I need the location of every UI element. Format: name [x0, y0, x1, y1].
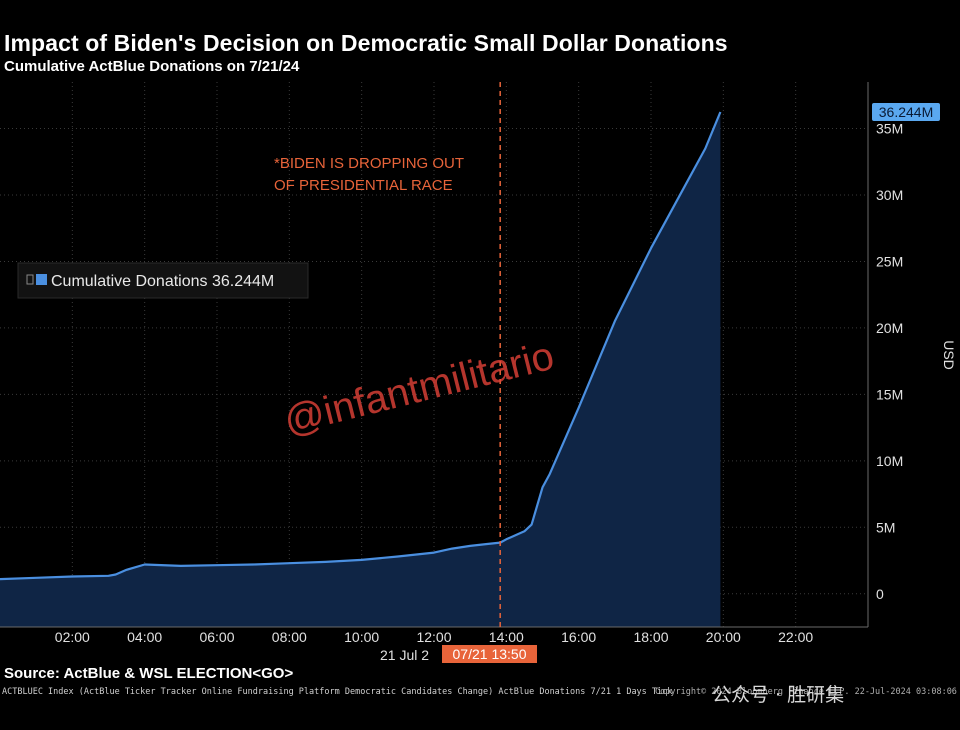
annotation-text: OF PRESIDENTIAL RACE — [274, 177, 453, 194]
legend-swatch — [36, 274, 47, 285]
x-tick-label: 22:00 — [778, 629, 813, 645]
copyright-text: Copyright© 2024 Bloomberg Finance L.P. 2… — [655, 687, 957, 697]
y-tick-label: 30M — [876, 187, 903, 203]
series-line — [0, 111, 722, 581]
x-tick-label: 02:00 — [55, 629, 90, 645]
annotation-text: *BIDEN IS DROPPING OUT — [274, 155, 464, 172]
y-tick-label: 10M — [876, 453, 903, 469]
chart-title: Impact of Biden's Decision on Democratic… — [4, 30, 728, 56]
y-axis-label: USD — [941, 340, 957, 370]
x-tick-label: 08:00 — [272, 629, 307, 645]
y-tick-label: 5M — [876, 519, 895, 535]
y-tick-label: 25M — [876, 253, 903, 269]
x-tick-label: 14:00 — [489, 629, 524, 645]
footer-text: ACTBLUEC Index (ActBlue Ticker Tracker O… — [2, 687, 673, 697]
x-tick-label: 18:00 — [633, 629, 668, 645]
x-tick-label: 16:00 — [561, 629, 596, 645]
x-tick-label: 12:00 — [416, 629, 451, 645]
y-tick-label: 0 — [876, 586, 884, 602]
last-value-label: 36.244M — [879, 104, 933, 120]
source-text: Source: ActBlue & WSL ELECTION<GO> — [4, 665, 294, 682]
y-tick-label: 15M — [876, 386, 903, 402]
y-tick-label: 20M — [876, 320, 903, 336]
x-tick-label: 20:00 — [706, 629, 741, 645]
x-tick-label: 10:00 — [344, 629, 379, 645]
legend-toggle-icon — [26, 274, 34, 285]
y-tick-label: 35M — [876, 121, 903, 137]
cursor-label: 07/21 13:50 — [453, 646, 527, 662]
x-tick-label: 06:00 — [199, 629, 234, 645]
cursor-label-box — [442, 645, 537, 663]
social-watermark: 公众号 · 胜研集 — [712, 684, 845, 706]
x-tick-label: 04:00 — [127, 629, 162, 645]
x-date-label: 21 Jul 2 — [380, 647, 429, 663]
legend-box — [17, 262, 309, 299]
chart-subtitle: Cumulative ActBlue Donations on 7/21/24 — [4, 58, 300, 75]
legend-label: Cumulative Donations 36.244M — [51, 273, 274, 290]
last-value-box — [872, 102, 940, 121]
